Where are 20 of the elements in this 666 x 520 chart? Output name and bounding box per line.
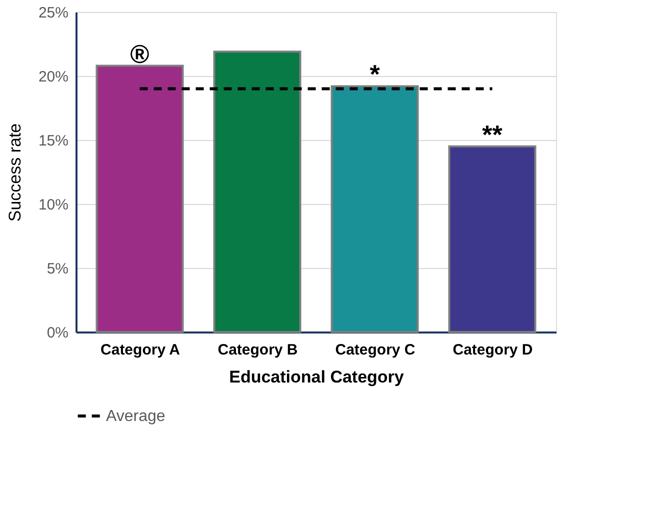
x-tick-label: Category C [335, 342, 416, 358]
y-tick-label: 25% [38, 4, 68, 22]
bar [448, 145, 536, 333]
x-axis-title: Educational Category [229, 368, 404, 386]
y-tick-label: 5% [46, 260, 68, 278]
bar [330, 85, 419, 333]
y-tick-label: 15% [38, 132, 68, 150]
y-tick-label: 0% [46, 324, 68, 342]
y-tick-label: 10% [38, 196, 68, 214]
x-tick-label: Category D [452, 342, 533, 358]
y-tick-label: 20% [38, 68, 68, 86]
x-tick-label: Category A [100, 342, 180, 358]
x-tick-label: Category B [218, 342, 298, 358]
y-axis-title: Success rate [5, 123, 24, 222]
annotation: ** [482, 119, 504, 150]
annotation: * [370, 59, 381, 90]
legend-label: Average [106, 408, 166, 425]
annotation: ® [130, 38, 150, 69]
bar [96, 64, 184, 333]
bar [213, 50, 302, 333]
